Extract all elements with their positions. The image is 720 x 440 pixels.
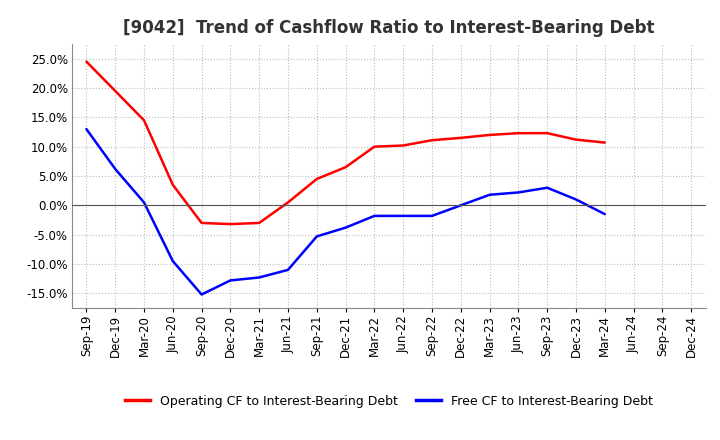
Free CF to Interest-Bearing Debt [82,126,91,132]
Free CF to Interest-Bearing Debt [514,190,523,195]
Free CF to Interest-Bearing Debt [312,234,321,239]
Operating CF to Interest-Bearing Debt [428,138,436,143]
Free CF to Interest-Bearing Debt [255,275,264,280]
Free CF to Interest-Bearing Debt [543,185,552,191]
Operating CF to Interest-Bearing Debt [514,131,523,136]
Line: Operating CF to Interest-Bearing Debt: Operating CF to Interest-Bearing Debt [86,62,605,224]
Free CF to Interest-Bearing Debt [284,267,292,272]
Free CF to Interest-Bearing Debt [485,192,494,198]
Operating CF to Interest-Bearing Debt [255,220,264,226]
Free CF to Interest-Bearing Debt [197,292,206,297]
Operating CF to Interest-Bearing Debt [140,117,148,123]
Operating CF to Interest-Bearing Debt [456,135,465,140]
Free CF to Interest-Bearing Debt [428,213,436,219]
Free CF to Interest-Bearing Debt [140,200,148,205]
Operating CF to Interest-Bearing Debt [399,143,408,148]
Operating CF to Interest-Bearing Debt [600,140,609,145]
Operating CF to Interest-Bearing Debt [543,131,552,136]
Operating CF to Interest-Bearing Debt [572,137,580,142]
Operating CF to Interest-Bearing Debt [485,132,494,138]
Operating CF to Interest-Bearing Debt [197,220,206,226]
Free CF to Interest-Bearing Debt [226,278,235,283]
Free CF to Interest-Bearing Debt [456,203,465,208]
Operating CF to Interest-Bearing Debt [82,59,91,64]
Free CF to Interest-Bearing Debt [168,258,177,264]
Free CF to Interest-Bearing Debt [370,213,379,219]
Free CF to Interest-Bearing Debt [399,213,408,219]
Free CF to Interest-Bearing Debt [572,197,580,202]
Operating CF to Interest-Bearing Debt [312,176,321,182]
Operating CF to Interest-Bearing Debt [284,200,292,205]
Free CF to Interest-Bearing Debt [600,212,609,217]
Free CF to Interest-Bearing Debt [111,166,120,172]
Operating CF to Interest-Bearing Debt [226,221,235,227]
Operating CF to Interest-Bearing Debt [341,165,350,170]
Line: Free CF to Interest-Bearing Debt: Free CF to Interest-Bearing Debt [86,129,605,294]
Title: [9042]  Trend of Cashflow Ratio to Interest-Bearing Debt: [9042] Trend of Cashflow Ratio to Intere… [123,19,654,37]
Operating CF to Interest-Bearing Debt [370,144,379,149]
Free CF to Interest-Bearing Debt [341,225,350,230]
Operating CF to Interest-Bearing Debt [168,182,177,187]
Legend: Operating CF to Interest-Bearing Debt, Free CF to Interest-Bearing Debt: Operating CF to Interest-Bearing Debt, F… [120,390,658,413]
Operating CF to Interest-Bearing Debt [111,88,120,94]
